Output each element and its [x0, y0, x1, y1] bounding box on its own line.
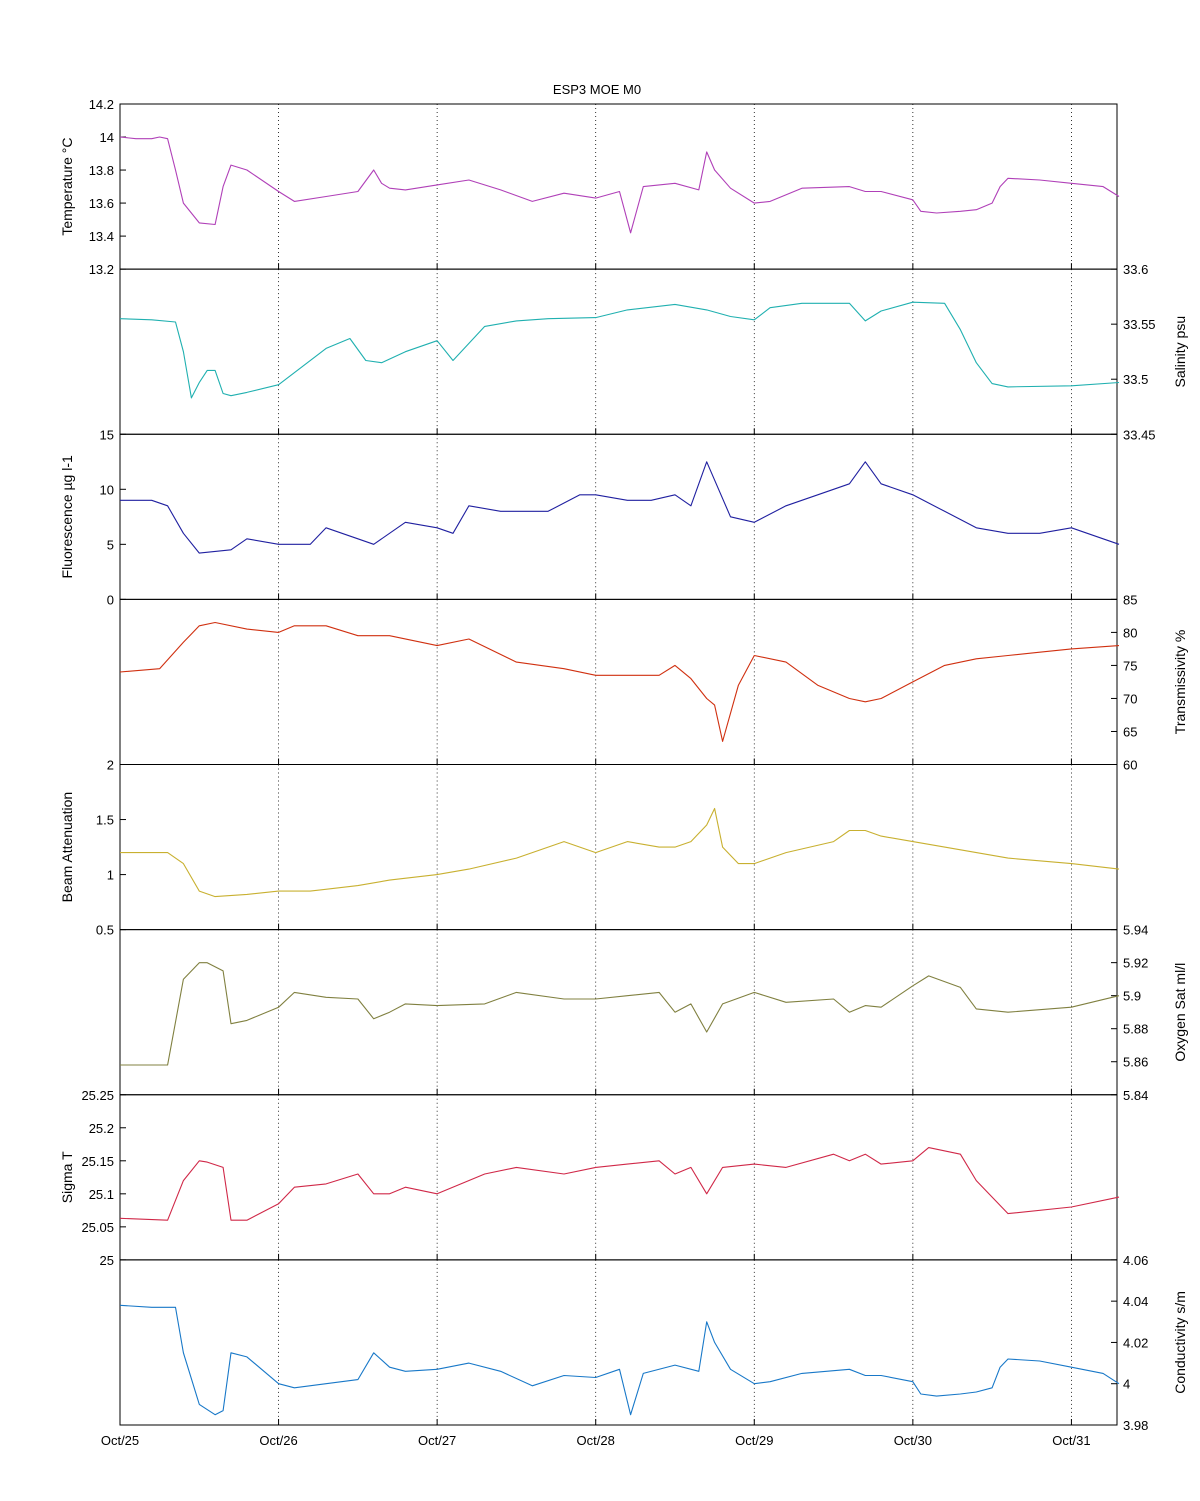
- y-axis-label: Transmissivity %: [1172, 630, 1188, 735]
- x-tick-label: Oct/29: [735, 1433, 773, 1448]
- panel-0: 13.2 13.4 13.6 13.8 14 14.2 Temperature °C: [59, 97, 1120, 277]
- y-tick-label: 14.2: [89, 97, 114, 112]
- y-tick-label: 13.8: [89, 163, 114, 178]
- y-tick-label: 33.6: [1123, 262, 1148, 277]
- y-tick-label: 13.6: [89, 196, 114, 211]
- y-tick-label: 25: [100, 1253, 114, 1268]
- y-tick-label: 2: [107, 758, 114, 773]
- series-line-transmissivity: [119, 621, 1120, 742]
- y-tick-label: 10: [100, 482, 114, 497]
- y-axis-label: Fluorescence µg l-1: [59, 455, 75, 578]
- panel-frame: [119, 1259, 1118, 1426]
- figure-title: ESP3 MOE M0: [553, 82, 641, 97]
- series-line-fluorescence: [120, 461, 1120, 554]
- y-tick-label: 25.25: [81, 1088, 114, 1103]
- y-tick-label: 14: [100, 130, 114, 145]
- y-axis-label: Oxygen Sat ml/l: [1172, 963, 1188, 1062]
- y-tick-label: 0: [107, 592, 114, 607]
- panel-6: 25 25.05 25.1 25.15 25.2 25.25 Sigma T: [59, 1088, 1120, 1268]
- y-axis-label: Salinity psu: [1172, 316, 1188, 388]
- series-line-beam-attenuation: [120, 807, 1120, 898]
- y-tick-label: 33.45: [1123, 427, 1156, 442]
- y-tick-label: 25.2: [89, 1121, 114, 1136]
- panel-frame: [119, 268, 1118, 435]
- series-line-oxygen-sat: [120, 962, 1120, 1066]
- y-tick-label: 1.5: [96, 813, 114, 828]
- y-tick-label: 13.4: [89, 229, 114, 244]
- y-tick-label: 75: [1123, 658, 1137, 673]
- y-tick-label: 5.84: [1123, 1088, 1148, 1103]
- x-tick-label: Oct/30: [894, 1433, 932, 1448]
- y-tick-label: 25.05: [81, 1220, 114, 1235]
- y-tick-label: 5.88: [1123, 1022, 1148, 1037]
- panel-4: 0.5 1 1.5 2 Beam Attenuation: [59, 758, 1120, 938]
- y-tick-label: 4.06: [1123, 1253, 1148, 1268]
- y-tick-label: 5.94: [1123, 923, 1148, 938]
- y-axis-label: Beam Attenuation: [59, 792, 75, 903]
- y-tick-label: 70: [1123, 691, 1137, 706]
- panel-3: 60 65 70 75 80 85 Transmissivity %: [119, 592, 1188, 773]
- y-tick-label: 33.55: [1123, 317, 1156, 332]
- y-tick-label: 5: [107, 537, 114, 552]
- panel-frame: [119, 1094, 1118, 1261]
- y-tick-label: 80: [1123, 625, 1137, 640]
- y-tick-label: 25.1: [89, 1187, 114, 1202]
- y-tick-label: 1: [107, 868, 114, 883]
- y-axis-label: Conductivity s/m: [1172, 1291, 1188, 1394]
- panel-frame: [119, 929, 1118, 1096]
- y-axis-label: Temperature °C: [59, 137, 75, 235]
- panel-1: 33.45 33.5 33.55 33.6 Salinity psu: [119, 262, 1188, 442]
- y-tick-label: 60: [1123, 758, 1137, 773]
- x-tick-label: Oct/26: [259, 1433, 297, 1448]
- y-tick-label: 5.86: [1123, 1055, 1148, 1070]
- panel-2: 0 5 10 15 Fluorescence µg l-1: [59, 427, 1120, 607]
- y-tick-label: 25.15: [81, 1154, 114, 1169]
- y-tick-label: 4: [1123, 1377, 1130, 1392]
- y-tick-label: 0.5: [96, 923, 114, 938]
- y-tick-label: 65: [1123, 724, 1137, 739]
- series-line-conductivity: [119, 1304, 1120, 1416]
- x-tick-label: Oct/27: [418, 1433, 456, 1448]
- panel-frame: [119, 598, 1118, 765]
- panel-7: 3.98 4 4.02 4.04 4.06 Conductivity s/m: [119, 1253, 1188, 1433]
- y-tick-label: 15: [100, 427, 114, 442]
- y-tick-label: 3.98: [1123, 1418, 1148, 1433]
- panel-frame: [119, 103, 1118, 270]
- series-line-temperature: [119, 136, 1120, 234]
- y-tick-label: 4.02: [1123, 1335, 1148, 1350]
- y-tick-label: 4.04: [1123, 1294, 1148, 1309]
- series-line-salinity: [119, 301, 1120, 399]
- y-tick-label: 33.5: [1123, 372, 1148, 387]
- y-tick-label: 5.9: [1123, 989, 1141, 1004]
- panel-frame: [119, 433, 1118, 600]
- x-tick-label: Oct/25: [101, 1433, 139, 1448]
- panel-5: 5.84 5.86 5.88 5.9 5.92 5.94 Oxygen Sat ml/l: [119, 923, 1188, 1103]
- panel-frame: [119, 764, 1118, 931]
- y-axis-label: Sigma T: [59, 1151, 75, 1203]
- x-tick-label: Oct/31: [1052, 1433, 1090, 1448]
- y-tick-label: 85: [1123, 592, 1137, 607]
- y-tick-label: 5.92: [1123, 956, 1148, 971]
- series-line-sigma-t: [119, 1147, 1120, 1221]
- y-tick-label: 13.2: [89, 262, 114, 277]
- x-tick-label: Oct/28: [577, 1433, 615, 1448]
- x-axis-tick-labels: Oct/25 Oct/26 Oct/27 Oct/28 Oct/29 Oct/30 Oct/…: [101, 1433, 1091, 1448]
